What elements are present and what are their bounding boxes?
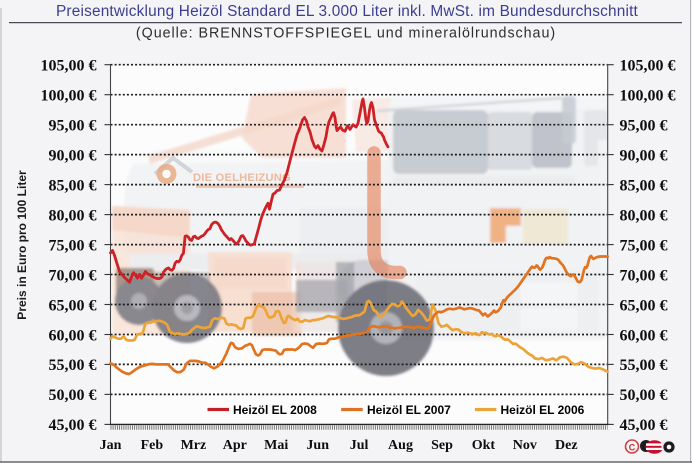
svg-text:65,00 €: 65,00 €: [49, 297, 97, 314]
svg-text:Heizöl EL 2007: Heizöl EL 2007: [367, 403, 451, 417]
svg-text:Jul: Jul: [350, 438, 369, 453]
svg-text:60,00 €: 60,00 €: [49, 327, 97, 344]
svg-text:Dez: Dez: [555, 438, 578, 453]
svg-text:65,00 €: 65,00 €: [620, 297, 668, 314]
svg-text:Jan: Jan: [100, 438, 122, 453]
svg-text:75,00 €: 75,00 €: [49, 237, 97, 254]
svg-text:(Quelle: BRENNSTOFFSPIEGEL und: (Quelle: BRENNSTOFFSPIEGEL und mineralöl…: [136, 25, 556, 41]
svg-text:Mai: Mai: [264, 438, 288, 453]
svg-text:80,00 €: 80,00 €: [49, 207, 97, 224]
svg-text:Feb: Feb: [141, 438, 164, 453]
svg-text:Nov: Nov: [513, 438, 537, 453]
svg-text:85,00 €: 85,00 €: [620, 177, 668, 194]
svg-text:Sep: Sep: [431, 438, 453, 453]
svg-text:50,00 €: 50,00 €: [49, 387, 97, 404]
svg-text:70,00 €: 70,00 €: [49, 267, 97, 284]
svg-text:Jun: Jun: [306, 438, 329, 453]
svg-text:85,00 €: 85,00 €: [49, 177, 97, 194]
svg-text:60,00 €: 60,00 €: [620, 327, 668, 344]
svg-text:C: C: [629, 443, 636, 453]
svg-text:80,00 €: 80,00 €: [620, 207, 668, 224]
svg-text:70,00 €: 70,00 €: [620, 267, 668, 284]
svg-text:Heizöl EL 2008: Heizöl EL 2008: [233, 403, 317, 417]
svg-text:90,00 €: 90,00 €: [620, 147, 668, 164]
svg-text:45,00 €: 45,00 €: [49, 417, 97, 434]
svg-text:55,00 €: 55,00 €: [49, 357, 97, 374]
svg-text:Mrz: Mrz: [181, 438, 207, 453]
svg-text:55,00 €: 55,00 €: [620, 357, 668, 374]
svg-text:95,00 €: 95,00 €: [49, 118, 97, 135]
svg-text:Aug: Aug: [388, 438, 413, 453]
svg-text:50,00 €: 50,00 €: [620, 387, 668, 404]
svg-text:Heizöl EL 2006: Heizöl EL 2006: [501, 403, 585, 417]
svg-text:100,00 €: 100,00 €: [620, 88, 676, 105]
svg-text:100,00 €: 100,00 €: [41, 88, 97, 105]
svg-text:45,00 €: 45,00 €: [620, 417, 668, 434]
svg-text:Preisentwicklung Heizöl Standa: Preisentwicklung Heizöl Standard EL 3.00…: [56, 3, 639, 20]
svg-text:Preis in Euro pro 100 Liter: Preis in Euro pro 100 Liter: [15, 170, 29, 320]
svg-text:95,00 €: 95,00 €: [620, 118, 668, 135]
svg-text:DIE OELHEIZUNG: DIE OELHEIZUNG: [193, 172, 291, 184]
svg-text:75,00 €: 75,00 €: [620, 237, 668, 254]
svg-text:Okt: Okt: [472, 438, 496, 453]
svg-text:105,00 €: 105,00 €: [620, 58, 676, 75]
svg-text:90,00 €: 90,00 €: [49, 147, 97, 164]
svg-text:Apr: Apr: [223, 438, 247, 453]
svg-text:105,00 €: 105,00 €: [41, 58, 97, 75]
